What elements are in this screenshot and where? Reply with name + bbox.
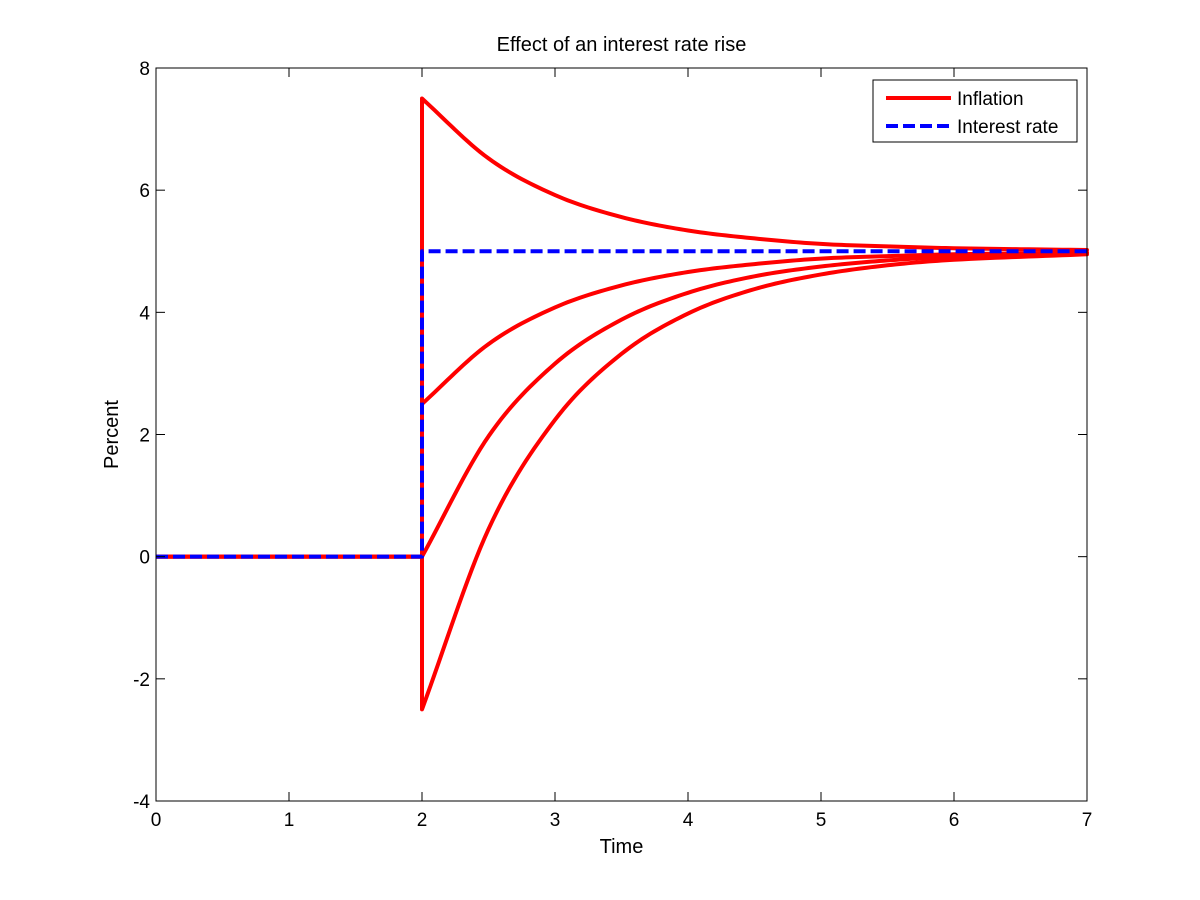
y-tick-label: 6 (139, 181, 150, 202)
y-tick-label: 2 (139, 426, 150, 447)
y-tick-label: -4 (133, 792, 150, 813)
legend-label-1: Inflation (957, 89, 1024, 110)
chart-title: Effect of an interest rate rise (497, 34, 747, 56)
y-tick-label: -2 (133, 670, 150, 691)
inflation-line-4 (156, 252, 1089, 712)
y-axis-label: Percent (101, 400, 123, 469)
ticks-layer: 0 1 2 3 4 5 6 7 -4 -2 0 2 4 6 8 (133, 59, 1092, 831)
x-axis-label: Time (600, 836, 644, 858)
inflation-line-3 (156, 251, 1089, 559)
x-tick-label: 4 (683, 810, 694, 831)
legend-box (872, 79, 1078, 143)
x-tick-label: 2 (417, 810, 428, 831)
x-tick-label: 3 (550, 810, 561, 831)
x-tick-label: 6 (949, 810, 960, 831)
y-tick-label: 4 (139, 303, 150, 324)
legend: Inflation Interest rate (872, 79, 1078, 143)
x-tick-label: 0 (151, 810, 162, 831)
inflation-line-2 (156, 250, 1089, 559)
x-tick-label: 1 (284, 810, 295, 831)
x-tick-label: 7 (1082, 810, 1093, 831)
inflation-line-1 (156, 96, 1089, 559)
legend-label-2: Interest rate (957, 117, 1058, 138)
interest-rate-line (156, 249, 1087, 559)
y-tick-label: 8 (139, 59, 150, 80)
y-tick-label: 0 (139, 548, 150, 569)
series-layer (156, 96, 1089, 712)
x-tick-label: 5 (816, 810, 827, 831)
